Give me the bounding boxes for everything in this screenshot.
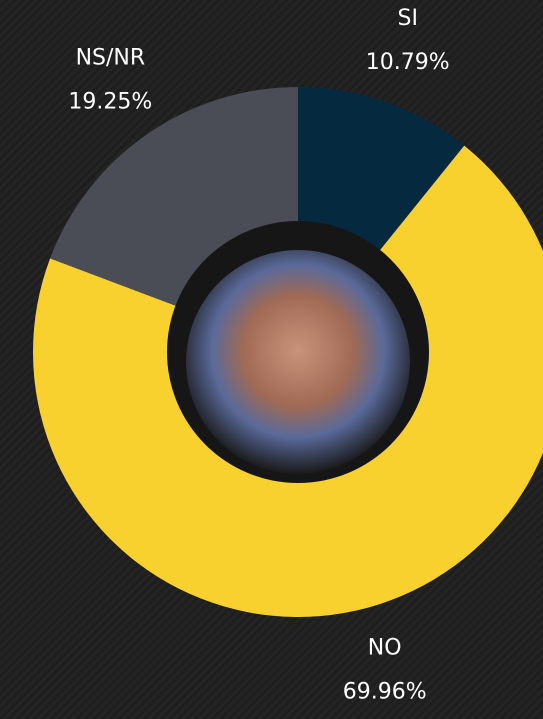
slice-label: NO (368, 635, 402, 660)
slice-value-label: 19.25% (68, 90, 152, 115)
slice-label: NS/NR (76, 46, 146, 71)
donut-slice (33, 145, 543, 617)
donut-slice (50, 87, 298, 307)
slice-label: SI (398, 6, 418, 31)
center-photo-figure (186, 250, 410, 474)
donut-slice (298, 87, 465, 251)
slice-value-label: 10.79% (366, 50, 450, 75)
slice-value-label: 69.96% (343, 679, 427, 704)
